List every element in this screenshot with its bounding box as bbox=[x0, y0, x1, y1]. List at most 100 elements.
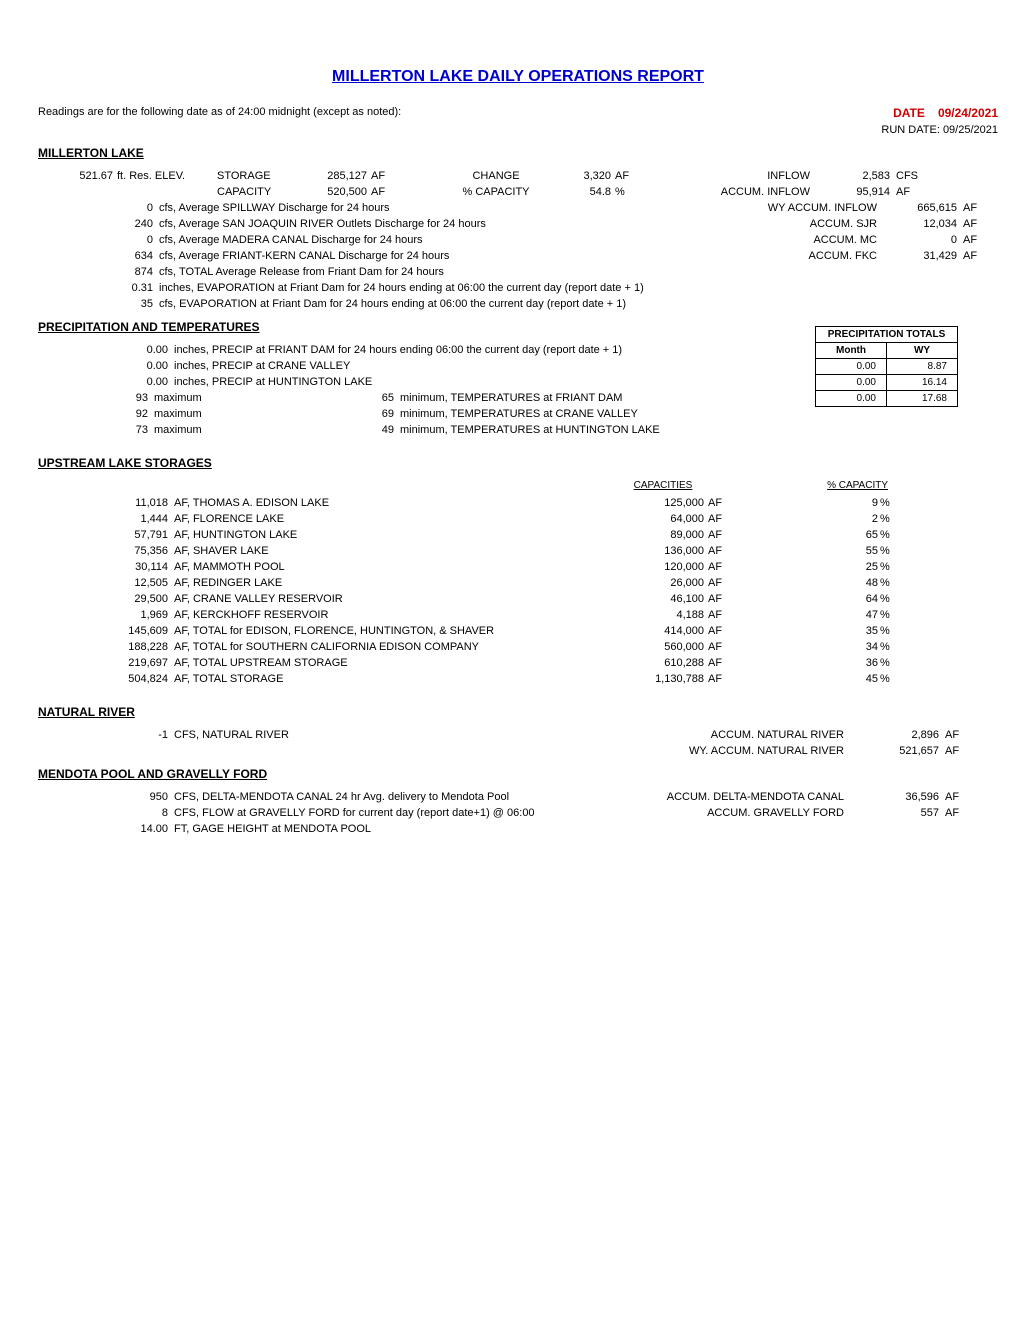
accum-sjr-value: 12,034 bbox=[887, 218, 957, 230]
gf-accum-unit: AF bbox=[939, 807, 980, 819]
precip-hunt-desc: inches, PRECIP at HUNTINGTON LAKE bbox=[174, 376, 372, 388]
accum-fkc-value: 31,429 bbox=[887, 250, 957, 262]
upstream-row: 29,500AF, CRANE VALLEY RESERVOIR46,100AF… bbox=[38, 593, 998, 605]
inflow-value: 2,583 bbox=[820, 170, 890, 182]
upstream-value: 1,444 bbox=[38, 513, 174, 525]
upstream-name: AF, THOMAS A. EDISON LAKE bbox=[174, 497, 604, 509]
upstream-value: 57,791 bbox=[38, 529, 174, 541]
upstream-value: 188,228 bbox=[38, 641, 174, 653]
upstream-name: AF, TOTAL STORAGE bbox=[174, 673, 604, 685]
upstream-pct: 9 bbox=[738, 497, 878, 509]
upstream-row: 145,609AF, TOTAL for EDISON, FLORENCE, H… bbox=[38, 625, 998, 637]
gf-accum-label: ACCUM. GRAVELLY FORD bbox=[574, 807, 854, 819]
precip-hunt-month: 0.00 bbox=[816, 391, 887, 407]
gage-desc: FT, GAGE HEIGHT at MENDOTA POOL bbox=[174, 823, 574, 835]
gf-value: 8 bbox=[38, 807, 174, 819]
pct-capacity-header: % CAPACITY bbox=[728, 480, 888, 491]
upstream-capacity-unit: AF bbox=[704, 545, 738, 557]
upstream-capacity-unit: AF bbox=[704, 593, 738, 605]
upstream-row: 57,791AF, HUNTINGTON LAKE89,000AF65% bbox=[38, 529, 998, 541]
elev-value: 521.67 bbox=[38, 170, 117, 182]
date-label: DATE bbox=[893, 106, 925, 120]
upstream-value: 11,018 bbox=[38, 497, 174, 509]
upstream-pct: 64 bbox=[738, 593, 878, 605]
upstream-row: 11,018AF, THOMAS A. EDISON LAKE125,000AF… bbox=[38, 497, 998, 509]
upstream-pct-unit: % bbox=[878, 593, 900, 605]
temp-crane-label: minimum, TEMPERATURES at CRANE VALLEY bbox=[400, 408, 638, 420]
upstream-name: AF, TOTAL UPSTREAM STORAGE bbox=[174, 657, 604, 669]
upstream-name: AF, FLORENCE LAKE bbox=[174, 513, 604, 525]
upstream-pct-unit: % bbox=[878, 625, 900, 637]
upstream-row: 12,505AF, REDINGER LAKE26,000AF48% bbox=[38, 577, 998, 589]
accum-nr-label: ACCUM. NATURAL RIVER bbox=[574, 729, 854, 741]
storage-unit: AF bbox=[367, 170, 401, 182]
upstream-capacity-unit: AF bbox=[704, 609, 738, 621]
upstream-pct: 34 bbox=[738, 641, 878, 653]
total-release-value: 874 bbox=[38, 266, 159, 278]
evap-cfs-desc: cfs, EVAPORATION at Friant Dam for 24 ho… bbox=[159, 298, 998, 310]
precip-hunt-value: 0.00 bbox=[38, 376, 174, 388]
max-label: maximum bbox=[154, 424, 364, 436]
upstream-capacity-unit: AF bbox=[704, 673, 738, 685]
precip-crane-month: 0.00 bbox=[816, 375, 887, 391]
wy-accum-nr-value: 521,657 bbox=[854, 745, 939, 757]
natural-river-desc: CFS, NATURAL RIVER bbox=[174, 729, 574, 741]
upstream-value: 75,356 bbox=[38, 545, 174, 557]
report-title: MILLERTON LAKE DAILY OPERATIONS REPORT bbox=[38, 68, 998, 86]
accum-inflow-label: ACCUM. INFLOW bbox=[645, 186, 820, 198]
upstream-name: AF, SHAVER LAKE bbox=[174, 545, 604, 557]
evap-cfs-value: 35 bbox=[38, 298, 159, 310]
inflow-unit: CFS bbox=[890, 170, 931, 182]
upstream-pct-unit: % bbox=[878, 609, 900, 621]
upstream-pct: 35 bbox=[738, 625, 878, 637]
pct-cap-value: 54.8 bbox=[551, 186, 611, 198]
evap-inches-value: 0.31 bbox=[38, 282, 159, 294]
temp-friant-min: 65 bbox=[364, 392, 400, 404]
natural-river-header: NATURAL RIVER bbox=[38, 705, 998, 719]
precip-wy-header: WY bbox=[887, 343, 958, 359]
dmc-accum-unit: AF bbox=[939, 791, 980, 803]
upstream-row: 1,444AF, FLORENCE LAKE64,000AF2% bbox=[38, 513, 998, 525]
upstream-pct: 2 bbox=[738, 513, 878, 525]
upstream-capacity-unit: AF bbox=[704, 513, 738, 525]
precip-hunt-wy: 17.68 bbox=[887, 391, 958, 407]
upstream-capacity: 136,000 bbox=[604, 545, 704, 557]
upstream-capacity: 64,000 bbox=[604, 513, 704, 525]
inflow-label: INFLOW bbox=[645, 170, 820, 182]
pct-cap-label: % CAPACITY bbox=[401, 186, 551, 198]
precip-crane-wy: 16.14 bbox=[887, 375, 958, 391]
upstream-capacity: 610,288 bbox=[604, 657, 704, 669]
precip-table-title: PRECIPITATION TOTALS bbox=[816, 327, 958, 343]
upstream-row: 219,697AF, TOTAL UPSTREAM STORAGE610,288… bbox=[38, 657, 998, 669]
fkc-value: 634 bbox=[38, 250, 159, 262]
upstream-pct: 36 bbox=[738, 657, 878, 669]
upstream-capacity-unit: AF bbox=[704, 497, 738, 509]
upstream-value: 1,969 bbox=[38, 609, 174, 621]
upstream-name: AF, MAMMOTH POOL bbox=[174, 561, 604, 573]
madera-value: 0 bbox=[38, 234, 159, 246]
dmc-desc: CFS, DELTA-MENDOTA CANAL 24 hr Avg. deli… bbox=[174, 791, 574, 803]
wy-accum-unit: AF bbox=[957, 202, 998, 214]
spillway-value: 0 bbox=[38, 202, 159, 214]
run-date-value: 09/25/2021 bbox=[943, 124, 998, 136]
natural-river-value: -1 bbox=[38, 729, 174, 741]
upstream-row: 188,228AF, TOTAL for SOUTHERN CALIFORNIA… bbox=[38, 641, 998, 653]
upstream-name: AF, TOTAL for EDISON, FLORENCE, HUNTINGT… bbox=[174, 625, 604, 637]
upstream-capacity: 4,188 bbox=[604, 609, 704, 621]
sjr-value: 240 bbox=[38, 218, 159, 230]
upstream-pct-unit: % bbox=[878, 497, 900, 509]
upstream-pct: 45 bbox=[738, 673, 878, 685]
upstream-value: 145,609 bbox=[38, 625, 174, 637]
accum-nr-unit: AF bbox=[939, 729, 980, 741]
spillway-desc: cfs, Average SPILLWAY Discharge for 24 h… bbox=[159, 202, 737, 214]
upstream-name: AF, HUNTINGTON LAKE bbox=[174, 529, 604, 541]
upstream-row: 75,356AF, SHAVER LAKE136,000AF55% bbox=[38, 545, 998, 557]
max-label: maximum bbox=[154, 408, 364, 420]
upstream-row: 1,969AF, KERCKHOFF RESERVOIR4,188AF47% bbox=[38, 609, 998, 621]
temp-friant-max: 93 bbox=[38, 392, 154, 404]
madera-desc: cfs, Average MADERA CANAL Discharge for … bbox=[159, 234, 737, 246]
capacities-header: CAPACITIES bbox=[598, 480, 728, 491]
upstream-pct: 48 bbox=[738, 577, 878, 589]
upstream-pct-unit: % bbox=[878, 545, 900, 557]
upstream-value: 30,114 bbox=[38, 561, 174, 573]
